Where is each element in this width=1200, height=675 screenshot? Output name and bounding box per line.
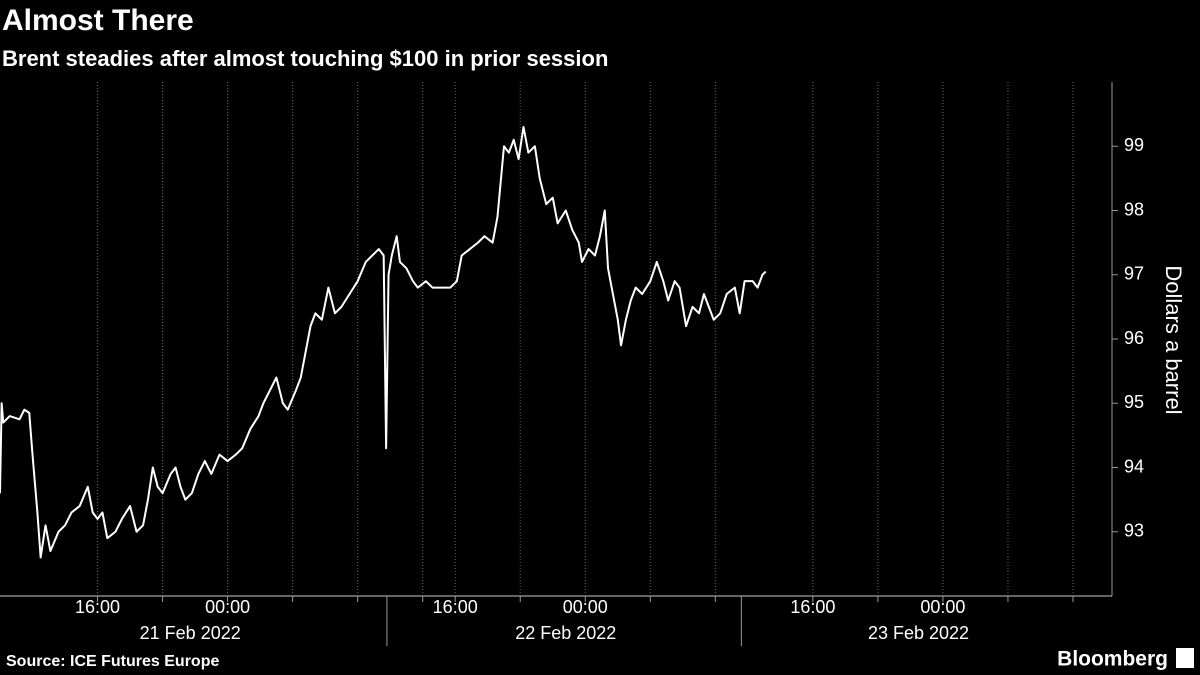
price-line	[0, 125, 767, 559]
source: Source: ICE Futures Europe	[6, 653, 219, 670]
y-tick-label: 93	[1124, 521, 1144, 541]
day-label: 21 Feb 2022	[140, 623, 241, 643]
y-tick-label: 94	[1124, 456, 1144, 476]
y-tick-label: 96	[1124, 328, 1144, 348]
brand-icon	[1176, 648, 1194, 668]
chart-title: Almost There	[2, 4, 194, 37]
x-tick-label: 16:00	[433, 597, 478, 617]
x-tick-label: 16:00	[75, 597, 120, 617]
day-label: 23 Feb 2022	[868, 623, 969, 643]
y-axis-label: Dollars a barrel	[1161, 265, 1186, 414]
x-tick-label: 00:00	[563, 597, 608, 617]
y-tick-label: 95	[1124, 392, 1144, 412]
chart-subtitle: Brent steadies after almost touching $10…	[2, 46, 608, 71]
x-tick-label: 00:00	[920, 597, 965, 617]
y-tick-label: 97	[1124, 264, 1144, 284]
y-tick-label: 99	[1124, 135, 1144, 155]
x-tick-label: 00:00	[205, 597, 250, 617]
x-tick-label: 16:00	[790, 597, 835, 617]
y-tick-label: 98	[1124, 199, 1144, 219]
day-label: 22 Feb 2022	[515, 623, 616, 643]
brand: Bloomberg	[1057, 648, 1168, 671]
